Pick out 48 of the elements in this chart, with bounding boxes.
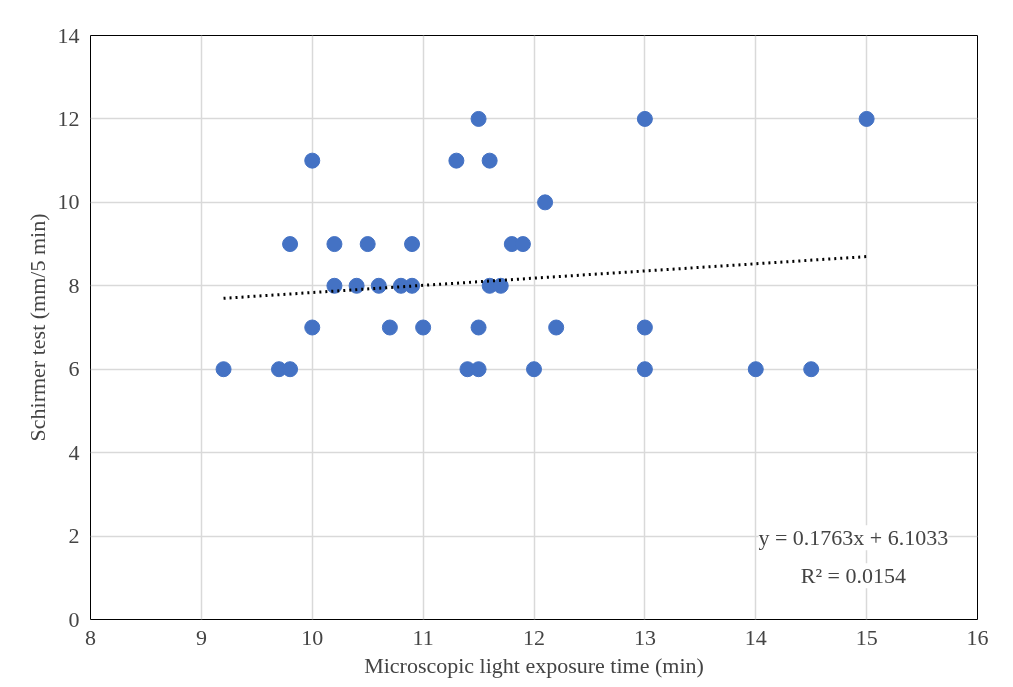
point <box>548 319 565 336</box>
y-tick-label: 12 <box>57 105 80 131</box>
y-tick-label: 0 <box>68 606 80 632</box>
x-tick-label: 16 <box>966 624 989 650</box>
x-tick-label: 13 <box>633 624 656 650</box>
point <box>326 236 343 253</box>
point <box>636 110 653 127</box>
point <box>404 236 421 253</box>
point <box>858 110 875 127</box>
x-tick-label: 15 <box>855 624 878 650</box>
x-tick-label: 8 <box>85 624 96 650</box>
point <box>282 361 299 378</box>
x-tick-label: 9 <box>195 624 207 650</box>
point <box>304 319 321 336</box>
point <box>537 194 554 211</box>
point <box>304 152 321 169</box>
point <box>636 319 653 336</box>
x-axis-title: Microscopic light exposure time (min) <box>364 652 704 678</box>
point <box>470 110 487 127</box>
point <box>348 277 365 294</box>
point <box>359 236 376 253</box>
y-tick-label: 2 <box>68 523 80 549</box>
point <box>526 361 542 378</box>
y-axis-title: Schirmer test (mm/5 min) <box>24 213 50 442</box>
y-tick-label: 8 <box>68 272 80 298</box>
point <box>215 361 232 378</box>
point <box>803 361 820 378</box>
point <box>636 361 653 378</box>
point <box>381 319 398 336</box>
point <box>404 277 421 294</box>
annotation: y = 0.1763x + 6.1033 <box>758 525 949 551</box>
y-tick-label: 14 <box>57 22 80 48</box>
point <box>282 236 299 253</box>
x-tick-label: 11 <box>412 624 434 650</box>
point <box>415 319 432 336</box>
y-tick-label: 10 <box>57 189 80 215</box>
point <box>481 152 498 169</box>
y-tick-label: 6 <box>68 356 80 382</box>
x-tick-label: 14 <box>744 624 767 650</box>
x-tick-label: 12 <box>523 624 545 650</box>
x-tick-label: 10 <box>301 624 324 650</box>
point <box>448 152 465 169</box>
point <box>470 319 487 336</box>
point <box>370 277 387 294</box>
point <box>747 361 764 378</box>
annotation: R² = 0.0154 <box>800 563 906 589</box>
point <box>326 277 343 294</box>
y-tick-label: 4 <box>68 439 80 465</box>
